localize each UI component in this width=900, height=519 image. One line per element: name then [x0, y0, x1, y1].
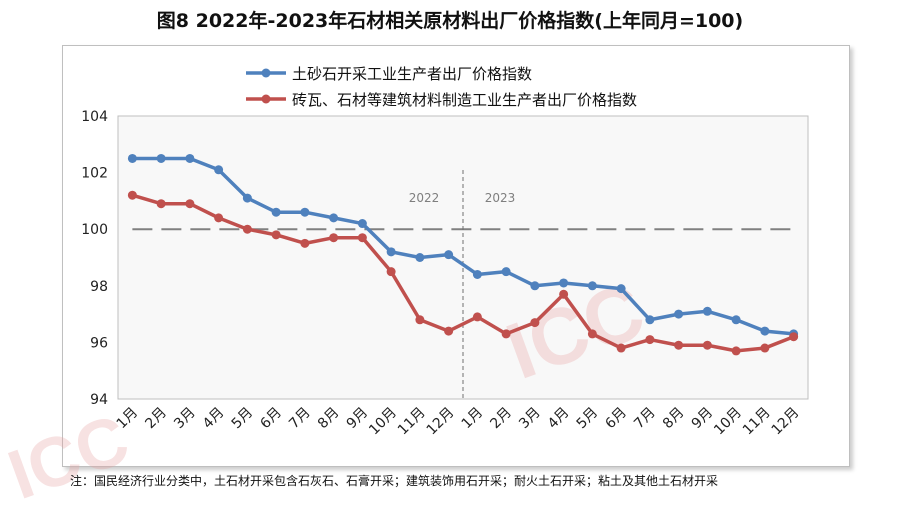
x-tick-label: 2月	[487, 405, 515, 433]
y-tick-label: 102	[81, 166, 108, 182]
y-tick-label: 94	[90, 392, 108, 408]
year-label: 2022	[409, 191, 440, 205]
data-point-s1	[185, 153, 195, 163]
data-point-s2	[616, 343, 626, 353]
x-tick-label: 7月	[631, 405, 659, 433]
data-point-s1	[731, 315, 741, 325]
x-tick-label: 4月	[545, 405, 573, 433]
x-tick-label: 5月	[229, 405, 257, 433]
data-point-s2	[559, 289, 569, 299]
series-line-1	[132, 156, 794, 336]
data-point-s1	[559, 278, 569, 288]
data-point-s1	[444, 250, 454, 260]
data-point-s2	[300, 238, 310, 248]
data-point-s2	[731, 346, 741, 356]
data-point-s1	[329, 213, 339, 223]
x-tick-label: 10月	[366, 405, 400, 439]
data-point-s1	[300, 207, 310, 217]
series-line-2	[131, 193, 795, 353]
legend-marker-1	[261, 68, 271, 78]
x-tick-label: 5月	[574, 405, 602, 433]
legend-label-2: 砖瓦、石材等建筑材料制造工业生产者出厂价格指数	[292, 91, 637, 109]
data-point-s2	[185, 199, 195, 209]
data-point-s1	[242, 193, 252, 203]
x-tick-label: 8月	[660, 405, 688, 433]
x-tick-label: 1月	[459, 405, 487, 433]
data-point-s2	[271, 230, 281, 240]
data-point-s1	[674, 309, 684, 319]
data-point-s2	[501, 329, 511, 339]
data-point-s2	[530, 318, 540, 328]
data-point-s1	[760, 326, 770, 336]
data-point-s1	[415, 253, 425, 262]
x-tick-label: 11月	[740, 405, 774, 439]
x-tick-label: 12月	[424, 405, 458, 439]
data-point-s2	[214, 213, 224, 223]
footnote: 注：国民经济行业分类中，土石材开采包含石灰石、石膏开采；建筑装饰用石开采；耐火土…	[70, 474, 719, 488]
data-point-s2	[329, 233, 339, 243]
x-tick-label: 3月	[171, 405, 199, 433]
data-point-s2	[789, 332, 799, 342]
data-point-s2	[357, 233, 367, 243]
data-point-s2	[386, 267, 396, 277]
data-point-s1	[271, 207, 281, 217]
y-tick-label: 100	[81, 222, 108, 238]
data-point-s2	[242, 224, 252, 234]
chart-frame	[62, 45, 850, 467]
x-tick-label: 6月	[602, 405, 630, 433]
data-point-s1	[530, 281, 540, 291]
y-tick-label: 96	[90, 335, 108, 351]
data-point-s1	[501, 267, 511, 277]
x-tick-label: 12月	[769, 405, 803, 439]
data-point-s1	[702, 306, 712, 316]
data-point-s2	[645, 335, 655, 345]
data-point-s1	[214, 165, 224, 175]
x-tick-label: 7月	[286, 405, 314, 433]
year-label: 2023	[485, 191, 516, 205]
x-tick-label: 10月	[711, 405, 745, 439]
x-tick-label: 2月	[142, 405, 170, 433]
data-point-s2	[127, 190, 137, 200]
data-point-s2	[702, 340, 712, 350]
data-point-s2	[760, 343, 770, 353]
legend-label-1: 土砂石开采工业生产者出厂价格指数	[292, 65, 532, 83]
x-tick-label: 3月	[516, 405, 544, 433]
data-point-s1	[386, 247, 396, 257]
data-point-s1	[127, 153, 137, 163]
legend-marker-2	[261, 94, 271, 104]
x-tick-label: 11月	[395, 405, 429, 439]
x-tick-label: 4月	[200, 405, 228, 433]
x-tick-label: 8月	[315, 405, 343, 433]
data-point-s1	[587, 281, 597, 291]
data-point-s1	[357, 219, 367, 229]
data-point-s2	[472, 312, 482, 322]
x-tick-label: 6月	[257, 405, 285, 433]
data-point-s1	[156, 153, 166, 163]
y-tick-label: 98	[90, 279, 108, 295]
data-point-s1	[472, 269, 482, 279]
data-point-s2	[156, 199, 166, 209]
data-point-s2	[415, 315, 425, 325]
y-tick-label: 104	[81, 109, 108, 125]
data-point-s2	[587, 329, 597, 339]
data-point-s2	[444, 326, 454, 336]
data-point-s1	[616, 284, 626, 294]
chart-title: 图8 2022年-2023年石材相关原材料出厂价格指数(上年同月=100)	[156, 10, 744, 32]
data-point-s2	[674, 340, 684, 350]
data-point-s1	[645, 315, 655, 325]
